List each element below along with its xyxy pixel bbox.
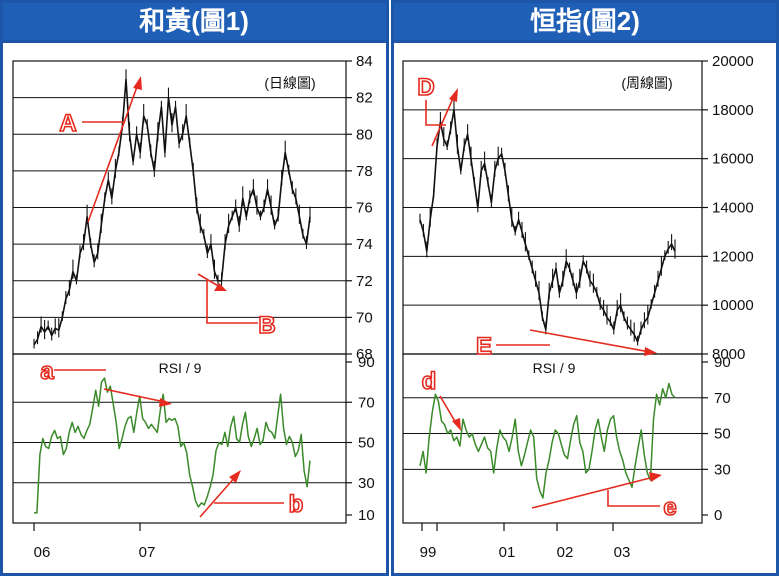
leader-line: [607, 490, 660, 507]
annotation-letter: e: [663, 494, 676, 521]
annotations: A B a b: [40, 76, 304, 519]
panel-body: [394, 43, 776, 573]
period-label: (周線圖): [621, 75, 672, 91]
arrowhead: [133, 76, 142, 90]
rsi-tick-label: 90: [714, 354, 731, 371]
trend-arrow-b: [199, 475, 237, 518]
price-tick-label: 18000: [712, 102, 754, 119]
arrowhead: [449, 88, 458, 102]
arrowhead: [649, 472, 662, 482]
rsi-tick-label: 30: [358, 475, 375, 492]
rsi-tick-label: 70: [714, 390, 731, 407]
price-chart: 8000 10000 12000 14000 16000 18000 20000: [403, 53, 754, 363]
x-tick-label: 01: [499, 544, 516, 561]
price-tick-label: 68: [356, 346, 373, 363]
rsi-plot-frame: [12, 353, 347, 524]
rsi-plot-frame: [402, 353, 703, 524]
rsi-tick-label: 70: [358, 394, 375, 411]
trend-arrow-a: [103, 388, 166, 403]
x-tick-label: 06: [34, 544, 51, 561]
price-tick-label: 80: [356, 126, 373, 143]
price-tick-label: 72: [356, 273, 373, 290]
arrowhead: [452, 418, 461, 431]
arrowhead: [229, 470, 241, 483]
leader-line: [206, 280, 258, 324]
price-tick-label: 76: [356, 200, 373, 217]
price-tick-label: 16000: [712, 151, 754, 168]
rsi-series-line: [34, 377, 311, 514]
rsi-series-line: [419, 382, 676, 499]
panel-title: 恒指(圖2): [530, 6, 640, 36]
price-tick-label: 82: [356, 90, 373, 107]
x-tick-label: 02: [557, 544, 574, 561]
title-bar: [3, 3, 386, 40]
rsi-tick-label: 90: [358, 354, 375, 371]
price-tick-label: 20000: [712, 53, 754, 70]
annotation-letter: A: [59, 110, 76, 137]
panel-hang-seng: 恒指(圖2) (周線圖) RSI / 9 8000 10000 12000 14000…: [391, 0, 779, 576]
rsi-chart: 10 30 50 70 90: [13, 354, 375, 524]
annotation-letter: b: [289, 491, 304, 518]
x-tick-label: 03: [614, 544, 631, 561]
annotation-letter: a: [40, 358, 54, 385]
trend-arrow-e: [531, 476, 655, 509]
panel-body: [3, 43, 386, 573]
x-axis: 06 07: [33, 523, 156, 561]
rsi-tick-label: 30: [714, 461, 731, 478]
price-tick-label: 78: [356, 163, 373, 180]
trend-arrow-d: [439, 395, 457, 424]
period-label: (日線圖): [264, 75, 315, 91]
title-bar: [394, 3, 776, 40]
x-axis: 99 01 02 03: [420, 523, 631, 561]
price-tick-label: 70: [356, 309, 373, 326]
x-tick-label: 07: [139, 544, 156, 561]
rsi-tick-label: 10: [358, 507, 375, 524]
annotation-letter: E: [476, 333, 492, 360]
price-series-line: [419, 109, 676, 343]
price-chart: 68 70 72 74 76 78 80 82 84: [13, 53, 373, 363]
price-tick-label: 8000: [712, 346, 745, 363]
rsi-label: RSI / 9: [159, 360, 202, 376]
leader-line: [425, 100, 446, 126]
price-tick-label: 74: [356, 236, 373, 253]
trend-arrow-E: [529, 329, 651, 353]
annotation-letter: D: [417, 74, 434, 101]
price-tick-label: 84: [356, 53, 373, 70]
rsi-tick-label: 50: [358, 435, 375, 452]
trend-arrow-D: [431, 95, 455, 147]
price-tick-label: 10000: [712, 297, 754, 314]
panel-hutchison: 和黃(圖1) (日線圖) RSI / 9 687072747678808284 …: [0, 0, 389, 576]
rsi-label: RSI / 9: [533, 360, 576, 376]
arrowhead: [214, 283, 227, 291]
annotation-letter: d: [422, 368, 437, 395]
annotation-letter: B: [258, 312, 275, 339]
arrowhead: [644, 347, 657, 356]
rsi-tick-label: 0: [714, 507, 722, 524]
trend-arrow-B: [197, 273, 221, 288]
rsi-chart: 0 30 50 70 90: [403, 354, 731, 524]
price-tick-label: 14000: [712, 200, 754, 217]
panel-title: 和黃(圖1): [139, 6, 249, 36]
price-tick-label: 12000: [712, 248, 754, 265]
x-tick-label: 99: [420, 544, 437, 561]
rsi-tick-label: 50: [714, 426, 731, 443]
annotations: D E d e: [417, 73, 678, 522]
arrowhead: [159, 398, 172, 407]
trend-arrow-A: [87, 83, 139, 223]
